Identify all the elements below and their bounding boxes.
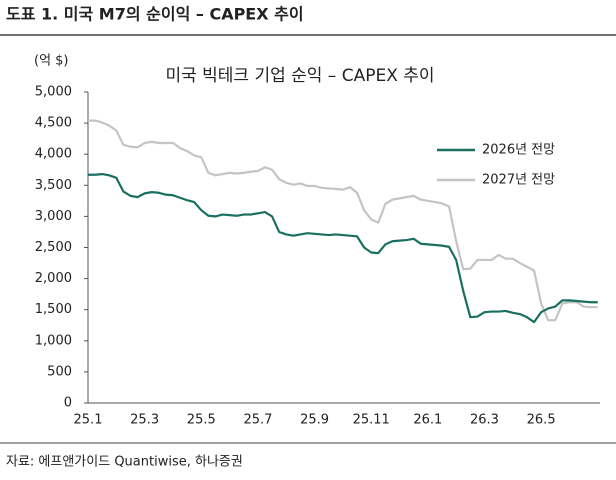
y-tick-label: 4,500 xyxy=(35,116,72,131)
x-tick-label: 25.7 xyxy=(243,413,272,428)
x-tick-label: 25.3 xyxy=(130,413,159,428)
series-line xyxy=(88,173,598,324)
series-line xyxy=(88,119,598,322)
y-tick-label: 1,500 xyxy=(35,302,72,317)
chart-title: 미국 빅테크 기업 순익 – CAPEX 추이 xyxy=(165,66,434,86)
x-tick-label: 26.1 xyxy=(413,413,442,428)
y-tick-label: 3,000 xyxy=(35,209,72,224)
y-tick-label: 500 xyxy=(47,364,72,379)
y-tick-label: 1,000 xyxy=(35,333,72,348)
source-note: 자료: 에프앤가이드 Quantiwise, 하나증권 xyxy=(6,455,243,470)
x-tick-label: 25.1 xyxy=(74,413,103,428)
y-axis-label: (억 $) xyxy=(34,54,69,69)
y-tick-label: 4,000 xyxy=(35,147,72,162)
x-tick-label: 25.11 xyxy=(353,413,390,428)
x-tick-label: 26.5 xyxy=(527,413,556,428)
y-tick-label: 3,500 xyxy=(35,178,72,193)
y-tick-label: 2,000 xyxy=(35,271,72,286)
legend-label: 2027년 전망 xyxy=(482,173,555,188)
y-tick-label: 2,500 xyxy=(35,240,72,255)
x-tick-label: 25.9 xyxy=(300,413,329,428)
figure-title: 도표 1. 미국 M7의 순이익 – CAPEX 추이 xyxy=(6,5,304,24)
x-tick-label: 25.5 xyxy=(187,413,216,428)
y-tick-label: 5,000 xyxy=(35,85,72,100)
y-tick-label: 0 xyxy=(64,396,72,411)
legend-label: 2026년 전망 xyxy=(482,143,555,158)
x-tick-label: 26.3 xyxy=(470,413,499,428)
